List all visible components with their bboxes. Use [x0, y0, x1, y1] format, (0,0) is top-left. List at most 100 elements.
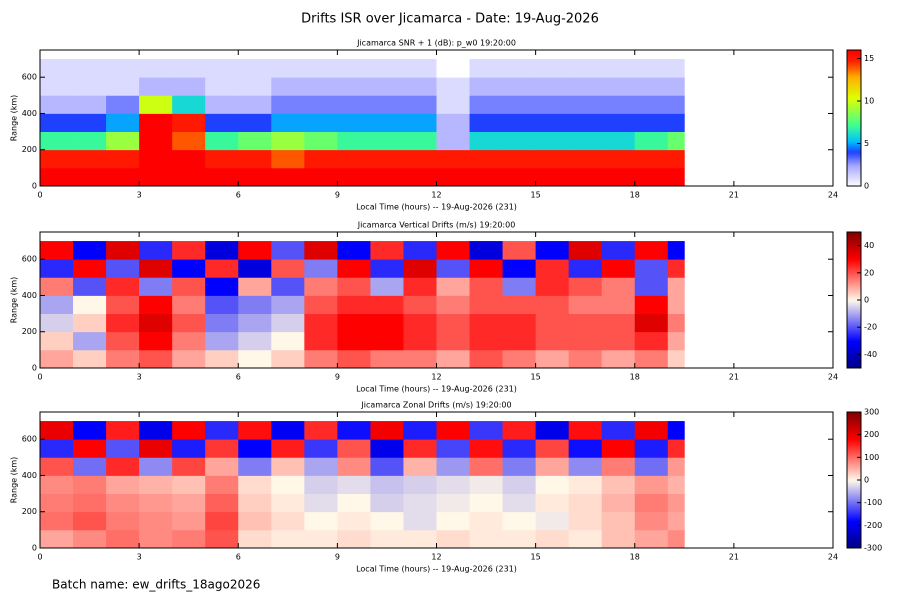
colorbar-tick-label: 20: [864, 268, 874, 277]
heatmap-cell: [403, 457, 437, 476]
colorbar-step: [847, 304, 861, 307]
colorbar-step: [847, 106, 861, 109]
heatmap-cell: [271, 457, 305, 476]
colorbar-tick-label: 200: [864, 430, 879, 439]
heatmap-cell: [667, 77, 685, 96]
x-tick-label: 15: [531, 553, 541, 562]
heatmap-cell: [436, 331, 470, 351]
heatmap-cell: [73, 113, 107, 132]
heatmap-cell: [634, 113, 669, 132]
heatmap-cell: [502, 295, 537, 314]
figure-title: Drifts ISR over Jicamarca - Date: 19-Aug…: [301, 12, 599, 27]
colorbar-step: [847, 328, 861, 331]
heatmap-cell: [403, 511, 437, 531]
colorbar-step: [847, 310, 861, 313]
heatmap-cell: [106, 295, 140, 314]
heatmap-cell: [337, 349, 371, 369]
heatmap-cell: [304, 331, 338, 351]
colorbar-step: [847, 278, 861, 281]
heatmap-cell: [40, 95, 74, 114]
colorbar-step: [847, 70, 861, 73]
heatmap-cell: [469, 313, 503, 333]
heatmap-cell: [634, 131, 669, 151]
colorbar-step: [847, 168, 861, 171]
colorbar-step: [847, 86, 861, 89]
heatmap-cell: [568, 95, 603, 114]
heatmap-cell: [271, 475, 305, 494]
heatmap-cell: [337, 131, 371, 151]
heatmap-cell: [370, 59, 404, 78]
colorbar-step: [847, 180, 861, 183]
heatmap-cell: [73, 131, 107, 151]
heatmap-cell: [403, 77, 437, 96]
heatmap-cell: [601, 95, 636, 114]
heatmap-cell: [469, 331, 503, 351]
heatmap-cell: [304, 421, 338, 440]
heatmap-cell: [172, 131, 206, 151]
colorbar-tick-label: 15: [864, 54, 874, 63]
heatmap-cell: [172, 149, 206, 169]
heatmap-cell: [172, 529, 206, 549]
y-tick-label: 400: [22, 291, 37, 300]
heatmap-cell: [568, 511, 603, 531]
colorbar-tick-label: 0: [864, 476, 869, 485]
heatmap-cell: [535, 113, 570, 132]
heatmap-cell: [469, 493, 503, 513]
heatmap-cell: [403, 439, 437, 458]
heatmap-cell: [40, 511, 74, 531]
heatmap-cell: [436, 511, 470, 531]
x-tick-label: 6: [236, 553, 241, 562]
colorbar-step: [847, 452, 861, 455]
heatmap-cell: [601, 167, 636, 187]
heatmap-cell: [370, 277, 404, 296]
heatmap-cell: [337, 259, 371, 278]
heatmap-cell: [106, 511, 140, 531]
heatmap-cell: [337, 529, 371, 549]
heatmap-cell: [337, 331, 371, 351]
colorbar-step: [847, 458, 861, 461]
colorbar-step: [847, 492, 861, 495]
colorbar-step: [847, 58, 861, 61]
heatmap-cell: [139, 241, 173, 260]
colorbar-step: [847, 444, 861, 447]
heatmap-cell: [172, 421, 206, 440]
colorbar-step: [847, 266, 861, 269]
heatmap-cell: [139, 259, 173, 278]
heatmap-cell: [40, 77, 74, 96]
heatmap-cell: [205, 77, 239, 96]
heatmap-cell: [304, 475, 338, 494]
heatmap-cell: [205, 439, 239, 458]
colorbar-step: [847, 334, 861, 337]
colorbar-step: [847, 354, 861, 357]
heatmap-cell: [535, 529, 570, 549]
colorbar-step: [847, 296, 861, 299]
colorbar-step: [847, 422, 861, 425]
heatmap-cell: [40, 313, 74, 333]
heatmap-cell: [73, 167, 107, 187]
colorbar-tick-label: -200: [864, 521, 882, 530]
colorbar-step: [847, 320, 861, 323]
colorbar-step: [847, 322, 861, 325]
heatmap-cell: [370, 331, 404, 351]
heatmap-cell: [535, 95, 570, 114]
heatmap-cell: [40, 457, 74, 476]
heatmap-cell: [568, 331, 603, 351]
x-tick-label: 3: [137, 191, 142, 200]
heatmap-cell: [403, 113, 437, 132]
colorbar-step: [847, 182, 861, 185]
heatmap-cell: [535, 77, 570, 96]
heatmap-cell: [271, 295, 305, 314]
heatmap-cell: [304, 349, 338, 369]
heatmap-cell: [535, 421, 570, 440]
heatmap-cell: [469, 77, 503, 96]
heatmap-cell: [436, 95, 470, 114]
heatmap-cell: [205, 113, 239, 132]
heatmap-cell: [337, 241, 371, 260]
colorbar-step: [847, 254, 861, 257]
heatmap-cell: [502, 511, 537, 531]
heatmap-cell: [436, 313, 470, 333]
heatmap-cell: [337, 277, 371, 296]
heatmap-cell: [502, 457, 537, 476]
heatmap-cell: [667, 511, 685, 531]
